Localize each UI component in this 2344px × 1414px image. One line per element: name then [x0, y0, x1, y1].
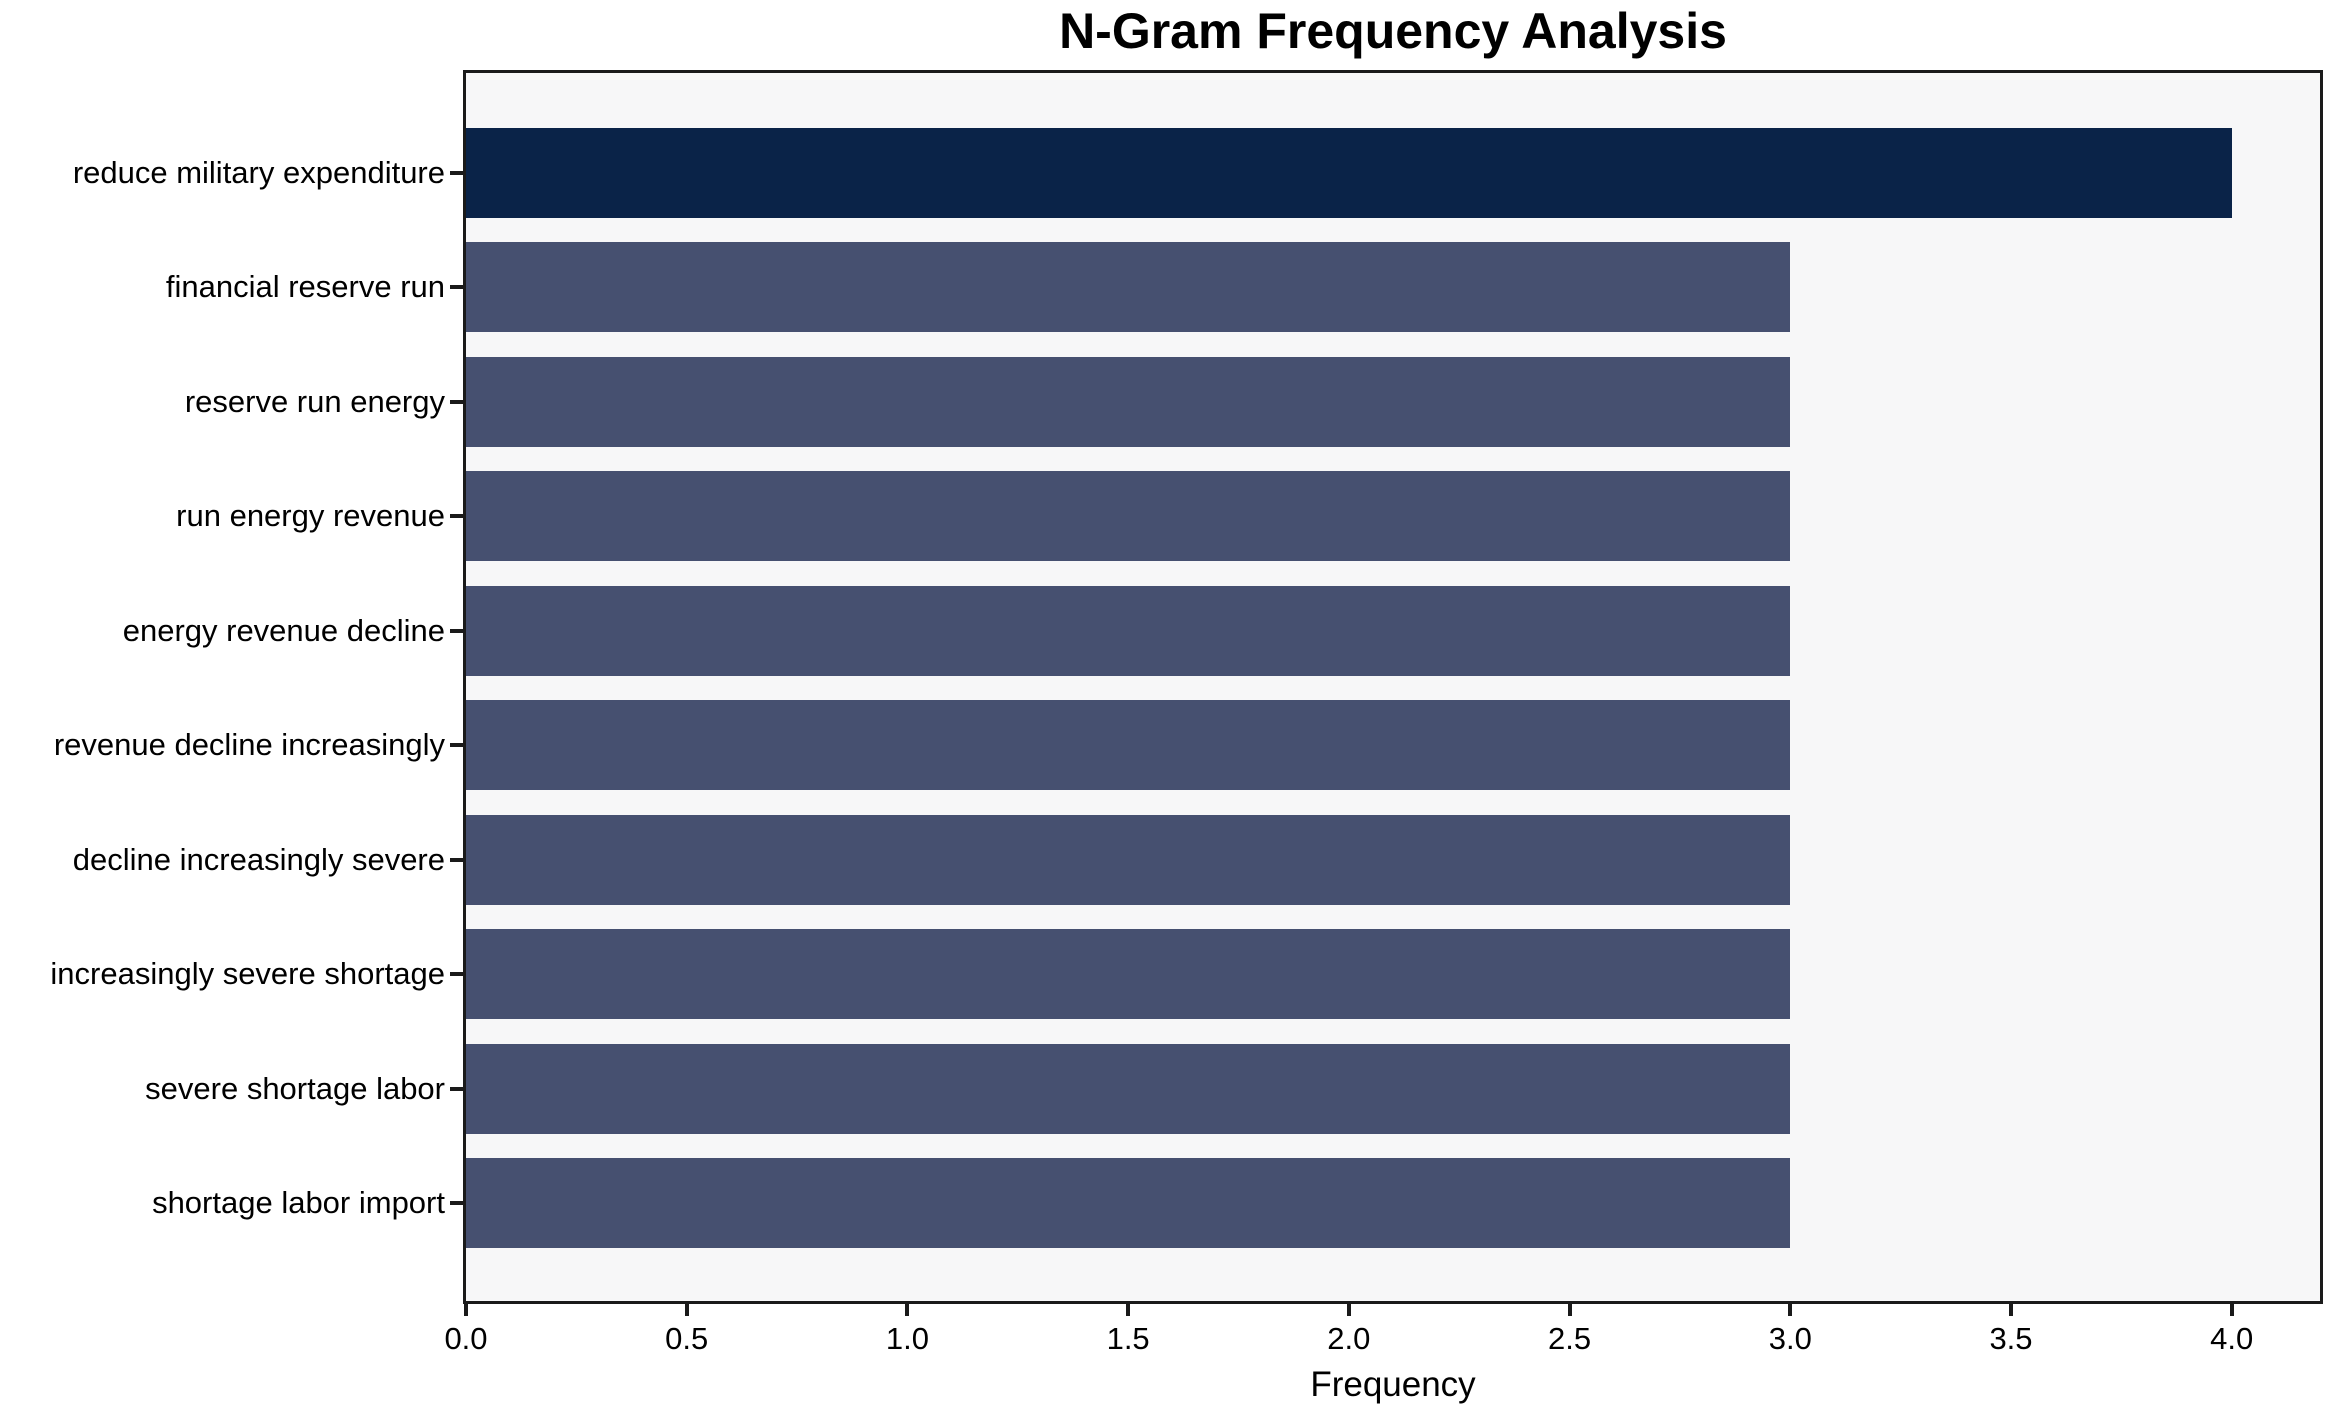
bar [466, 128, 2232, 218]
bar [466, 929, 1791, 1020]
y-tick-label: run energy revenue [176, 498, 445, 534]
bar [466, 1043, 1791, 1134]
x-tick-mark [2229, 1304, 2234, 1316]
bar [466, 242, 1791, 333]
y-tick-mark [450, 743, 463, 748]
y-tick-mark [450, 1086, 463, 1091]
y-tick-label: financial reserve run [165, 269, 445, 305]
bar [466, 1158, 1791, 1248]
chart-title: N-Gram Frequency Analysis [1059, 3, 1727, 59]
y-tick-label: revenue decline increasingly [53, 727, 445, 763]
y-tick-mark [450, 972, 463, 977]
x-tick-label: 3.5 [1989, 1321, 2033, 1356]
x-tick-label: 0.5 [665, 1321, 709, 1356]
y-tick-label: energy revenue decline [122, 612, 445, 648]
x-tick-mark [905, 1304, 910, 1316]
x-axis-title: Frequency [1310, 1365, 1476, 1404]
y-tick-label: shortage labor import [152, 1185, 445, 1220]
y-tick-label: reduce military expenditure [72, 155, 445, 190]
y-tick-mark [450, 1201, 463, 1205]
x-tick-mark [1126, 1304, 1131, 1316]
y-tick-label: reserve run energy [184, 383, 445, 419]
bar [466, 585, 1791, 676]
x-tick-mark [464, 1304, 468, 1316]
x-tick-label: 2.5 [1548, 1321, 1592, 1356]
y-tick-mark [450, 514, 463, 519]
bar [466, 700, 1791, 791]
y-tick-label: decline increasingly severe [72, 841, 445, 877]
x-tick-mark [1346, 1304, 1351, 1316]
bar [466, 814, 1791, 905]
x-tick-label: 1.0 [885, 1321, 929, 1356]
y-tick-mark [450, 285, 463, 290]
x-tick-mark [1567, 1304, 1572, 1316]
bar [466, 471, 1791, 562]
x-tick-label: 4.0 [2210, 1321, 2254, 1356]
x-tick-label: 2.0 [1327, 1321, 1371, 1356]
bar [466, 356, 1791, 447]
y-tick-label: increasingly severe shortage [50, 956, 445, 992]
x-tick-label: 3.0 [1768, 1321, 1812, 1356]
y-tick-mark [450, 857, 463, 862]
x-tick-mark [1788, 1304, 1793, 1316]
x-tick-mark [2009, 1304, 2013, 1316]
x-tick-label: 0.0 [444, 1321, 488, 1356]
y-tick-mark [450, 399, 463, 404]
y-tick-mark [450, 171, 463, 175]
x-tick-label: 1.5 [1106, 1321, 1150, 1356]
x-tick-mark [684, 1304, 689, 1316]
y-tick-label: severe shortage labor [145, 1070, 445, 1106]
plot-area [463, 70, 2323, 1304]
y-tick-mark [450, 628, 463, 633]
